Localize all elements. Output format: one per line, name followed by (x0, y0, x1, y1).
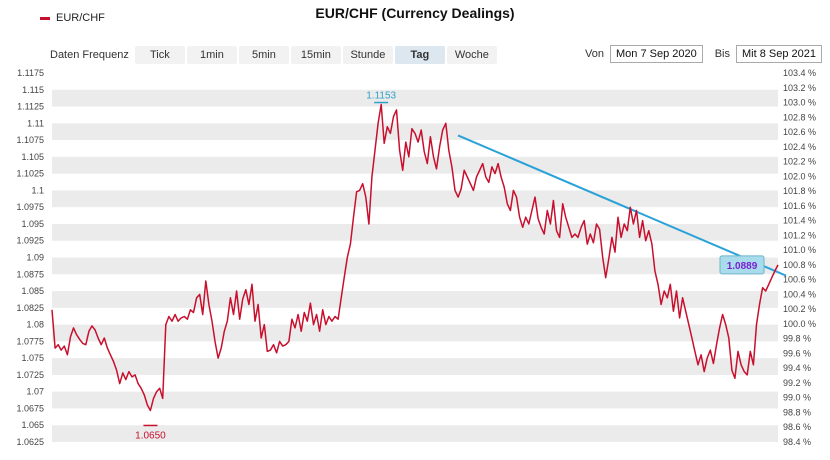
grid-band (52, 190, 778, 208)
y-left-tick-label: 1.07 (26, 387, 44, 397)
from-label: Von (585, 48, 604, 60)
y-right-tick-label: 101.4 % (783, 216, 816, 226)
y-right-tick-label: 102.4 % (783, 142, 816, 152)
y-right-tick-label: 98.4 % (783, 437, 811, 447)
grid-band (52, 391, 778, 409)
y-right-tick-label: 101.2 % (783, 230, 816, 240)
y-left-tick-label: 1.0925 (16, 236, 44, 246)
y-right-tick-label: 101.8 % (783, 186, 816, 196)
y-right-tick-label: 99.4 % (783, 363, 811, 373)
grid-band (52, 358, 778, 375)
y-right-tick-label: 100.6 % (783, 275, 816, 285)
y-left-tick-label: 1.1025 (16, 169, 44, 179)
y-right-tick-label: 102.0 % (783, 171, 816, 181)
y-right-tick-label: 99.0 % (783, 393, 811, 403)
from-date-input[interactable]: Mon 7 Sep 2020 (609, 45, 703, 63)
grid-band (52, 324, 778, 342)
y-right-tick-label: 99.2 % (783, 378, 811, 388)
y-right-tick-label: 100.0 % (783, 319, 816, 329)
date-range: Von Mon 7 Sep 2020 Bis Mit 8 Sep 2021 (585, 45, 822, 63)
y-left-tick-label: 1.09 (26, 253, 44, 263)
y-left-tick-label: 1.0625 (16, 437, 44, 447)
y-left-tick-label: 1.0775 (16, 336, 44, 346)
y-left-tick-label: 1.085 (21, 286, 44, 296)
y-left-tick-label: 1.065 (21, 420, 44, 430)
high-label: 1.1153 (366, 91, 396, 102)
y-right-tick-label: 102.8 % (783, 112, 816, 122)
freq-button-stunde[interactable]: Stunde (342, 46, 393, 64)
y-left-tick-label: 1.105 (21, 152, 44, 162)
legend-label: EUR/CHF (56, 12, 105, 24)
y-right-tick-label: 98.6 % (783, 422, 811, 432)
y-left-tick-label: 1.11 (27, 118, 44, 128)
last-price-label: 1.0889 (727, 261, 758, 272)
y-left-tick-label: 1.0825 (16, 303, 44, 313)
y-right-tick-label: 103.2 % (783, 83, 816, 93)
y-left-tick-label: 1.1 (31, 185, 44, 195)
y-right-tick-label: 101.6 % (783, 201, 816, 211)
freq-button-tick[interactable]: Tick (134, 46, 185, 64)
frequency-toolbar: Daten Frequenz Tick 1min 5min 15min Stun… (50, 46, 497, 64)
freq-button-15min[interactable]: 15min (290, 46, 341, 64)
y-left-tick-label: 1.095 (21, 219, 44, 229)
freq-button-woche[interactable]: Woche (446, 46, 497, 64)
to-date-input[interactable]: Mit 8 Sep 2021 (736, 45, 822, 63)
y-right-tick-label: 99.8 % (783, 334, 811, 344)
y-left-tick-label: 1.0675 (16, 403, 44, 413)
y-left-tick-label: 1.1125 (17, 102, 44, 112)
y-left-tick-label: 1.08 (26, 320, 44, 330)
grid-band (52, 257, 778, 275)
y-right-tick-label: 99.6 % (783, 348, 811, 358)
chart-legend[interactable]: EUR/CHF (40, 12, 105, 24)
y-right-tick-label: 102.2 % (783, 157, 816, 167)
freq-button-5min[interactable]: 5min (238, 46, 289, 64)
y-right-tick-label: 103.0 % (783, 98, 816, 108)
y-left-tick-label: 1.0725 (16, 370, 44, 380)
y-left-tick-label: 1.0875 (16, 269, 44, 279)
to-label: Bis (714, 48, 730, 60)
freq-button-tag[interactable]: Tag (394, 46, 445, 64)
y-right-tick-label: 100.4 % (783, 289, 816, 299)
freq-button-1min[interactable]: 1min (186, 46, 237, 64)
y-left-tick-label: 1.075 (21, 353, 44, 363)
grid-band (52, 156, 778, 174)
chart-title: EUR/CHF (Currency Dealings) (315, 5, 515, 21)
grid-band (52, 123, 778, 141)
grid-band (52, 89, 778, 107)
y-left-tick-label: 1.115 (22, 85, 44, 95)
low-label: 1.0650 (135, 430, 166, 441)
series-line-eurchf (51, 103, 779, 412)
legend-swatch (40, 16, 50, 20)
y-right-tick-label: 100.2 % (783, 304, 816, 314)
y-right-tick-label: 103.4 % (783, 68, 816, 78)
y-left-tick-label: 1.1175 (17, 68, 44, 78)
y-right-tick-label: 101.0 % (783, 245, 816, 255)
grid-band (52, 291, 778, 308)
last-price-box (719, 255, 765, 275)
y-right-tick-label: 100.8 % (783, 260, 816, 270)
y-right-tick-label: 102.6 % (783, 127, 816, 137)
trend-line (457, 134, 787, 277)
grid-band (52, 425, 778, 442)
y-left-tick-label: 1.0975 (16, 202, 44, 212)
y-left-tick-label: 1.1075 (16, 135, 44, 145)
frequency-label: Daten Frequenz (50, 49, 129, 61)
y-right-tick-label: 98.8 % (783, 407, 811, 417)
